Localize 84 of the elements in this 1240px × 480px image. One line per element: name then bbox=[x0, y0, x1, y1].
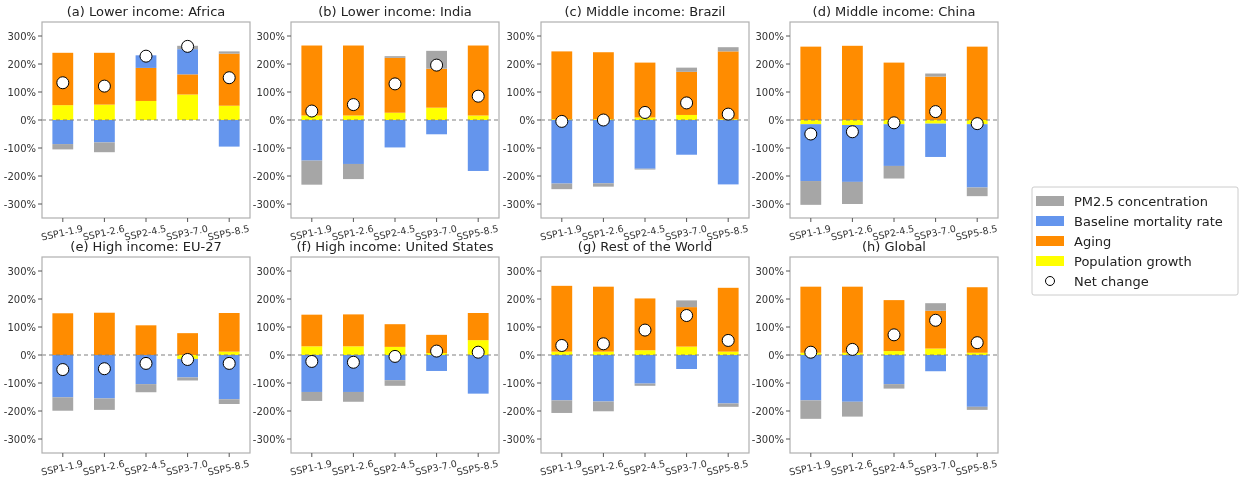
y-tick-label: -100% bbox=[502, 142, 535, 154]
y-tick-label: -300% bbox=[502, 433, 535, 445]
x-tick-label: SSP1-1.9 bbox=[788, 457, 832, 478]
y-tick-label: 300% bbox=[256, 265, 285, 277]
y-tick-label: 100% bbox=[506, 86, 535, 98]
chart-title: (d) Middle income: China bbox=[812, 4, 976, 19]
y-tick-label: 0% bbox=[519, 349, 535, 361]
y-tick-label: -300% bbox=[252, 433, 285, 445]
y-tick-label: 200% bbox=[256, 293, 285, 305]
y-tick-label: 200% bbox=[7, 293, 36, 305]
y-tick-label: -100% bbox=[3, 377, 36, 389]
y-tick-label: 0% bbox=[519, 114, 535, 126]
y-tick-label: 100% bbox=[256, 321, 285, 333]
chart-title: (b) Lower income: India bbox=[318, 4, 472, 19]
x-tick-label: SSP5-8.5 bbox=[455, 457, 500, 478]
legend-label: PM2.5 concentration bbox=[1074, 193, 1208, 209]
x-tick-label: SSP3-7.0 bbox=[913, 457, 957, 478]
y-tick-label: 100% bbox=[755, 321, 784, 333]
y-tick-label: 100% bbox=[256, 86, 285, 98]
x-tick-label: SSP5-8.5 bbox=[705, 457, 750, 478]
y-tick-label: 100% bbox=[755, 86, 784, 98]
x-tick-label: SSP1-1.9 bbox=[788, 222, 832, 243]
legend-label: Population growth bbox=[1074, 253, 1192, 269]
y-tick-label: -200% bbox=[502, 170, 535, 182]
x-tick-label: SSP1-2.6 bbox=[829, 457, 874, 478]
y-tick-label: -200% bbox=[252, 170, 285, 182]
y-tick-label: -200% bbox=[751, 170, 784, 182]
y-tick-label: -200% bbox=[252, 405, 285, 417]
y-tick-label: -100% bbox=[3, 142, 36, 154]
y-tick-label: -100% bbox=[502, 377, 535, 389]
y-tick-label: 100% bbox=[506, 321, 535, 333]
y-tick-label: 0% bbox=[768, 349, 784, 361]
x-tick-label: SSP1-1.9 bbox=[289, 457, 333, 478]
y-tick-label: 200% bbox=[506, 58, 535, 70]
y-tick-label: -300% bbox=[751, 198, 784, 210]
x-tick-label: SSP1-1.9 bbox=[539, 457, 583, 478]
y-tick-label: 0% bbox=[768, 114, 784, 126]
y-tick-label: 0% bbox=[20, 349, 36, 361]
y-tick-label: -200% bbox=[3, 405, 36, 417]
x-tick-label: SSP1-2.6 bbox=[81, 457, 126, 478]
y-tick-label: 300% bbox=[7, 265, 36, 277]
x-tick-label: SSP1-2.6 bbox=[330, 457, 375, 478]
y-tick-label: 300% bbox=[755, 30, 784, 42]
chart-title: (a) Lower income: Africa bbox=[66, 4, 226, 19]
x-tick-label: SSP3-7.0 bbox=[165, 457, 209, 478]
y-tick-label: 200% bbox=[256, 58, 285, 70]
y-tick-label: -100% bbox=[751, 142, 784, 154]
y-tick-label: 300% bbox=[7, 30, 36, 42]
x-tick-label: SSP5-8.5 bbox=[954, 457, 999, 478]
y-tick-label: -100% bbox=[252, 377, 285, 389]
y-tick-label: 100% bbox=[7, 321, 36, 333]
y-tick-label: -200% bbox=[751, 405, 784, 417]
y-tick-label: 0% bbox=[269, 114, 285, 126]
y-tick-label: -300% bbox=[3, 433, 36, 445]
y-tick-label: 200% bbox=[755, 293, 784, 305]
legend-label: Net change bbox=[1074, 273, 1149, 289]
y-tick-label: -100% bbox=[252, 142, 285, 154]
x-tick-label: SSP3-7.0 bbox=[664, 457, 708, 478]
y-tick-label: -100% bbox=[751, 377, 784, 389]
y-tick-label: -300% bbox=[252, 198, 285, 210]
x-tick-label: SSP5-8.5 bbox=[206, 457, 251, 478]
y-tick-label: 300% bbox=[506, 265, 535, 277]
x-tick-label: SSP3-7.0 bbox=[414, 457, 458, 478]
y-tick-label: -200% bbox=[3, 170, 36, 182]
y-tick-label: 200% bbox=[7, 58, 36, 70]
legend-label: Baseline mortality rate bbox=[1074, 213, 1223, 229]
y-tick-label: 300% bbox=[506, 30, 535, 42]
y-tick-label: 300% bbox=[755, 265, 784, 277]
x-tick-label: SSP1-1.9 bbox=[40, 457, 84, 478]
chart-title: (h) Global bbox=[862, 239, 926, 254]
y-tick-label: -300% bbox=[3, 198, 36, 210]
legend-label: Aging bbox=[1074, 233, 1112, 249]
y-tick-label: 0% bbox=[20, 114, 36, 126]
y-tick-label: -300% bbox=[751, 433, 784, 445]
x-tick-label: SSP1-2.6 bbox=[580, 457, 625, 478]
y-tick-label: 200% bbox=[506, 293, 535, 305]
y-tick-label: -200% bbox=[502, 405, 535, 417]
y-tick-label: -300% bbox=[502, 198, 535, 210]
y-tick-label: 100% bbox=[7, 86, 36, 98]
y-tick-label: 200% bbox=[755, 58, 784, 70]
x-tick-label: SSP5-8.5 bbox=[954, 222, 999, 243]
y-tick-label: 300% bbox=[256, 30, 285, 42]
chart-title: (c) Middle income: Brazil bbox=[564, 4, 726, 19]
y-tick-label: 0% bbox=[269, 349, 285, 361]
